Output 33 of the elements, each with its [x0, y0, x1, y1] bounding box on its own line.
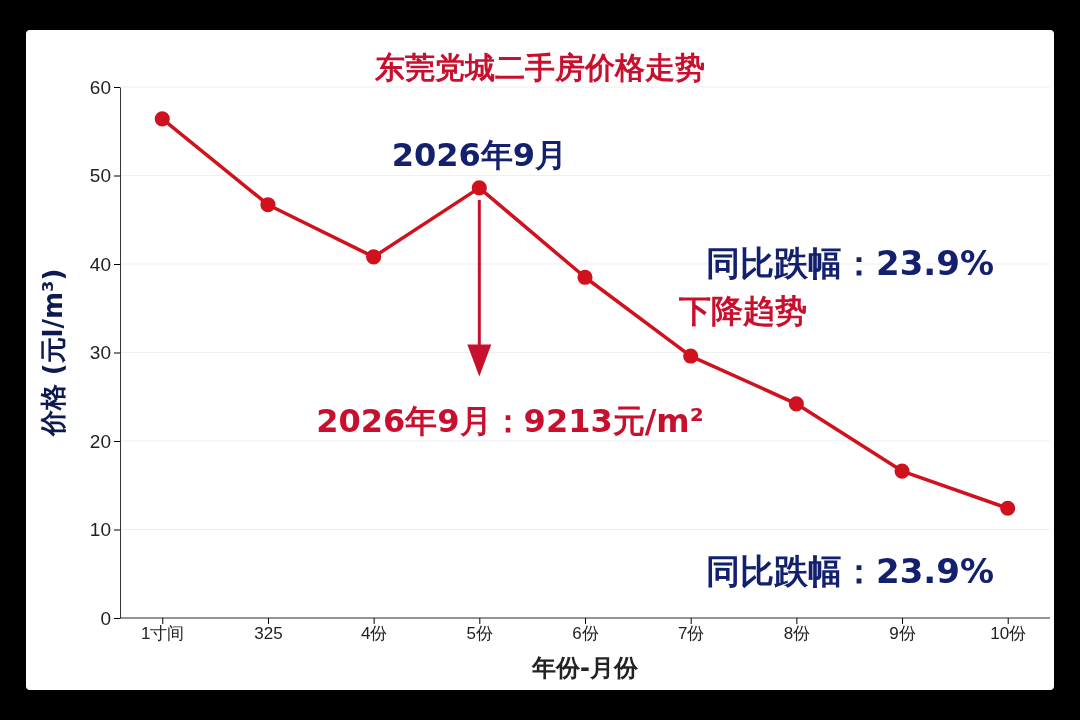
x-tick-label: 8份: [783, 624, 811, 644]
point: [260, 197, 276, 213]
annotation: 2026年9月: [391, 135, 567, 174]
x-tick-label: 325: [254, 624, 283, 644]
x-tick-label: 4份: [360, 624, 388, 644]
point: [1000, 500, 1016, 516]
point: [577, 269, 593, 285]
annotation: 2026年9月：9213元/m²: [316, 402, 704, 440]
x-axis-title: 年份-月份: [531, 654, 639, 682]
annotation: 同比跌幅：23.9%: [706, 243, 994, 283]
x-tick-label: 9份: [889, 624, 916, 644]
y-tick-label: 30: [89, 342, 111, 364]
annotation: 下降趋势: [678, 292, 807, 330]
point: [471, 180, 487, 196]
x-tick-label: 5份: [466, 624, 494, 644]
x-tick-label: 6份: [572, 624, 599, 644]
point: [366, 249, 382, 265]
point: [894, 463, 910, 479]
chart-title: 东莞党城二手房价格走势: [374, 50, 705, 85]
y-tick-label: 20: [89, 430, 111, 452]
x-tick-label: 10份: [990, 624, 1027, 644]
y-tick-label: 60: [89, 76, 111, 98]
point: [154, 111, 170, 127]
annotation: 同比跌幅：23.9%: [706, 551, 994, 591]
x-tick-label: 1寸间: [141, 624, 185, 644]
y-tick-label: 0: [100, 607, 111, 629]
y-tick-label: 50: [89, 165, 111, 187]
y-axis-title: 价格 (元l/m³): [38, 268, 68, 438]
y-tick-label: 40: [89, 253, 111, 275]
point: [683, 348, 699, 364]
point: [788, 396, 804, 412]
x-tick-label: 7份: [677, 624, 705, 644]
y-tick-label: 10: [89, 519, 111, 541]
